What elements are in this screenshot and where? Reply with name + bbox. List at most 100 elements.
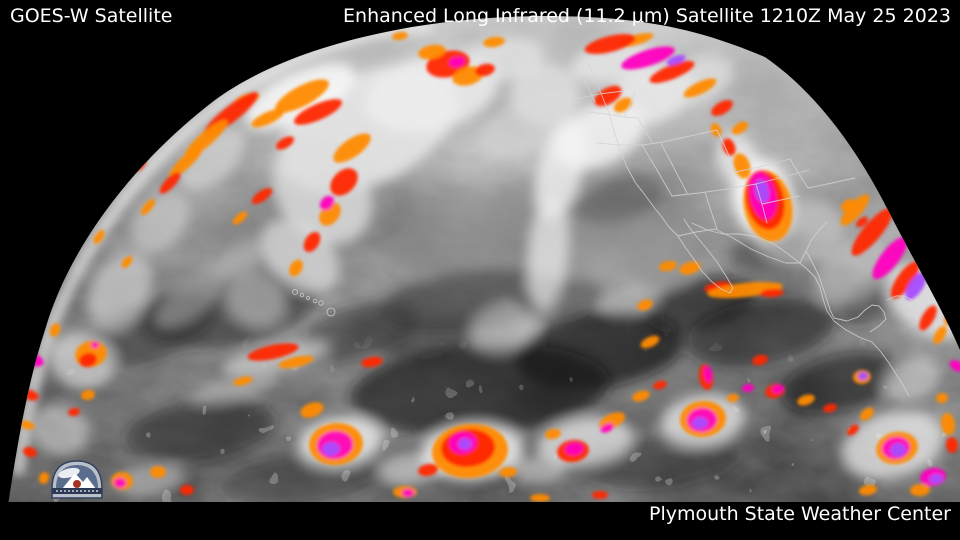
convection-hot-spot [251, 187, 273, 205]
convection-hot-spot [847, 424, 859, 436]
convection-hot-spot [872, 236, 908, 280]
convection-hot-spot [703, 366, 713, 382]
map-outline-co-ne-41n [735, 158, 791, 173]
convection-hot-spot [140, 198, 156, 216]
map-outlines-layer [572, 63, 917, 397]
credit-label: Plymouth State Weather Center [648, 503, 951, 525]
map-outline-id-panhandle [623, 91, 636, 118]
map-outline-wa-or-border [587, 111, 639, 119]
convection-hot-spot [38, 472, 50, 484]
map-outline-us-mexico-border [677, 228, 801, 264]
convection-hot-spot [855, 216, 869, 228]
convection-hot-spot [49, 323, 61, 337]
map-outline-hawaii-island [318, 300, 324, 306]
convection-hot-spot [692, 416, 708, 430]
convection-hot-spot [449, 56, 465, 68]
pswc-logo-figure [73, 480, 81, 488]
convection-hot-spot [81, 389, 95, 401]
convection-hot-spot [851, 208, 893, 256]
convection-hot-spot [68, 407, 80, 417]
convection-hot-spot [742, 383, 754, 393]
convection-hot-spot [499, 466, 517, 478]
convection-hot-spot [159, 172, 181, 194]
convection-hot-spot [940, 413, 956, 435]
convection-hot-spot [565, 442, 583, 456]
convection-hot-spot [278, 355, 314, 369]
convection-hot-spot [632, 390, 650, 402]
convection-hot-spot [322, 441, 340, 457]
map-outline-vancouver-island [581, 75, 596, 103]
convection-hot-spot [905, 272, 927, 300]
convection-hot-spot [659, 260, 677, 272]
convection-hot-spot [860, 407, 874, 421]
convection-hot-spot [169, 146, 203, 178]
convection-hot-spot [640, 335, 660, 349]
convection-hot-spot [23, 446, 37, 458]
map-outline-id-nv-42n [662, 129, 718, 143]
convection-hot-spot [330, 168, 358, 196]
map-outline-texas-gulf-coast [799, 221, 828, 264]
map-outline-co-nm-37n [755, 169, 810, 185]
convection-hot-spot [600, 423, 614, 433]
convection-hot-spot [727, 393, 739, 403]
convection-hot-spot [797, 394, 815, 406]
convection-hot-spot [919, 305, 937, 331]
convection-hot-spot [890, 261, 920, 299]
map-outline-wy-ut-border [716, 129, 737, 173]
convection-hot-spot [475, 63, 495, 77]
map-outline-hawaii-island [312, 298, 318, 304]
convection-hot-spot [666, 54, 686, 66]
cloud-patch [476, 101, 564, 159]
convection-hot-spot [945, 437, 959, 453]
map-outline-hawaii-island [299, 292, 305, 298]
convection-hot-spot [760, 288, 784, 298]
convection-hot-spot [910, 483, 930, 497]
convection-hot-spot [19, 420, 35, 430]
convection-hot-spot [180, 485, 194, 495]
convection-hot-spot [545, 428, 561, 440]
cloud-patch [813, 239, 891, 305]
map-outline-gulf-of-mexico-coast [805, 250, 835, 319]
satellite-name-label: GOES-W Satellite [10, 5, 173, 27]
convection-hot-spot [232, 211, 248, 225]
map-outline-az-nm-border [704, 191, 718, 230]
convection-hot-spot [592, 491, 608, 499]
map-outline-canada-border [572, 90, 625, 101]
convection-hot-spot [637, 299, 653, 311]
cloud-patch [272, 135, 372, 245]
map-outline-border-37n [671, 183, 757, 197]
convection-hot-spot [530, 494, 550, 502]
convection-hot-spot [859, 484, 877, 496]
convection-hot-spot [418, 463, 438, 477]
convection-hot-spot [733, 153, 751, 179]
convection-hot-spot [594, 85, 622, 107]
convection-hot-spot [711, 100, 733, 116]
convection-hot-spot [275, 136, 295, 150]
convection-hot-spot [772, 384, 784, 394]
convection-hot-spot [333, 133, 371, 163]
map-outline-co-ks-border [789, 158, 809, 189]
convection-hot-spot [858, 371, 868, 381]
convection-hot-spot [402, 489, 414, 497]
cloud-patch [527, 194, 569, 310]
convection-hot-spot [91, 342, 99, 348]
map-outline-tx-ok-border [761, 195, 800, 205]
map-outline-mexico-mainland-coast [691, 222, 910, 397]
map-outline-or-ca-border [596, 141, 664, 146]
cloud-patch [215, 237, 265, 283]
convection-hot-spot [823, 403, 837, 413]
map-outline-cuba [886, 295, 917, 306]
convection-hot-spot [483, 36, 505, 48]
convection-hot-spot [247, 343, 299, 361]
convection-hot-spot [303, 231, 321, 253]
convection-hot-spot [754, 179, 770, 203]
map-outline-coast-bc-to-california [588, 63, 679, 237]
convection-hot-spot [320, 195, 334, 211]
convection-hot-spot [649, 60, 695, 84]
map-outline-id-mt-line [637, 117, 653, 143]
map-outline-hawaii-island [292, 289, 298, 295]
map-outline-ca-nv-border [641, 144, 673, 197]
convection-hot-spot [731, 121, 749, 135]
map-outline-nv-ut-border [660, 142, 688, 194]
convection-hot-spot [584, 34, 636, 54]
